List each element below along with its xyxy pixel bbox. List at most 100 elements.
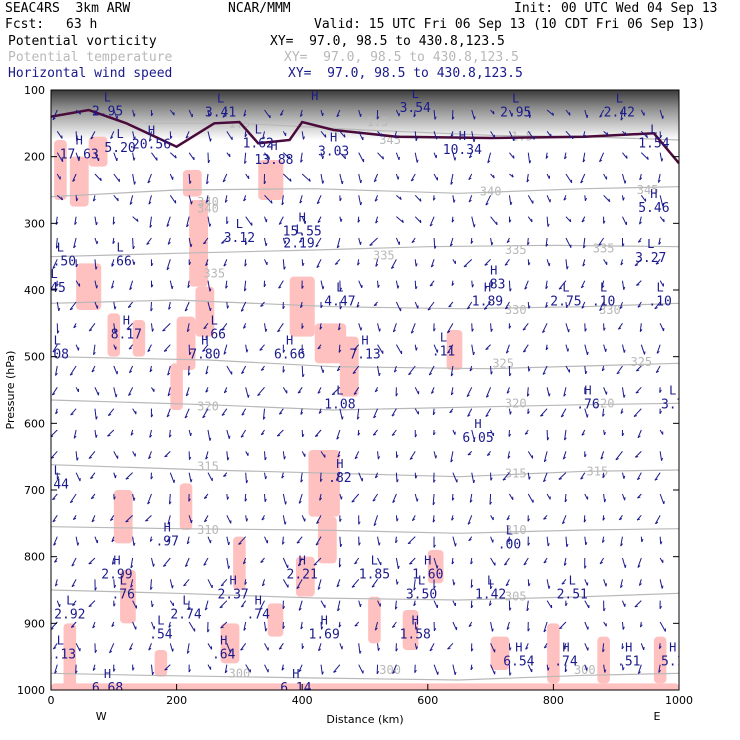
wind-vector (414, 621, 417, 630)
wind-vector-head (380, 133, 383, 137)
wind-vector-head (262, 416, 266, 420)
wind-vector (169, 195, 177, 204)
wind-vector-head (410, 179, 415, 182)
wind-vector (635, 365, 642, 372)
wind-vector (358, 664, 364, 674)
pv-extremum-marker: L (255, 122, 262, 136)
wind-vector (127, 301, 134, 308)
wind-vector-head (622, 626, 625, 630)
wind-vector-head (599, 308, 603, 311)
wind-vector-head (512, 155, 515, 159)
wind-vector (377, 152, 384, 160)
wind-vector (414, 301, 419, 309)
wind-vector (377, 323, 381, 332)
wind-vector-head (584, 454, 587, 458)
wind-vector-head (133, 113, 136, 117)
pv-extremum-value: 5.20 (104, 141, 135, 156)
wind-vector (188, 237, 192, 248)
wind-vector-head (54, 670, 58, 674)
wind-vector-head (432, 502, 436, 506)
wind-vector (188, 600, 190, 610)
wind-vector (377, 451, 379, 460)
wind-vector-head (470, 584, 474, 588)
wind-vector-head (622, 197, 625, 201)
wind-vector-head (186, 541, 190, 545)
wind-vector (396, 194, 402, 200)
wind-vector-head (324, 134, 327, 138)
wind-vector (207, 472, 213, 482)
pv-extremum-value: 2.42 (604, 106, 635, 121)
wind-vector-head (373, 433, 377, 436)
wind-vector (559, 621, 567, 630)
wind-vector (282, 259, 285, 270)
wind-vector (282, 557, 289, 569)
pv-extremum-value: 6.68 (92, 681, 123, 696)
wind-vector-head (409, 562, 413, 565)
pv-extremum-value: .97 (155, 534, 178, 549)
wind-vector-head (547, 437, 550, 441)
pv-extremum-marker: H (515, 640, 522, 654)
wind-vector (622, 600, 626, 607)
wind-vector-head (61, 197, 64, 201)
wind-vector-head (224, 670, 228, 674)
wind-vector-head (300, 626, 304, 630)
wind-vector (558, 472, 567, 480)
wind-vector (564, 493, 567, 503)
wind-vector-head (322, 155, 324, 159)
wind-vector-head (277, 434, 281, 437)
wind-vector-head (659, 389, 662, 393)
wind-vector (129, 643, 134, 651)
wind-vector-head (394, 135, 398, 138)
wind-vector-head (528, 583, 531, 587)
wind-vector-head (296, 586, 300, 589)
wind-vector (638, 579, 642, 586)
wind-vector (282, 493, 287, 505)
wind-vector-head (238, 542, 242, 545)
y-tick-label: 400 (24, 284, 45, 297)
y-tick-label: 1000 (17, 684, 45, 697)
wind-vector (509, 152, 515, 159)
wind-vector-head (618, 327, 622, 330)
wind-vector (358, 109, 362, 117)
wind-vector-head (221, 242, 225, 244)
wind-vector-head (168, 306, 171, 310)
wind-vector (640, 152, 649, 160)
wind-vector-head (244, 160, 247, 164)
pv-shade-region (154, 650, 168, 677)
wind-vector (377, 344, 384, 354)
wind-vector-head (377, 284, 380, 288)
wind-vector (502, 472, 510, 481)
wind-vector-head (468, 177, 472, 181)
wind-vector-head (434, 116, 437, 120)
wind-vector (490, 216, 498, 226)
wind-vector (603, 344, 607, 352)
wind-vector (245, 387, 249, 398)
wind-vector (188, 152, 195, 161)
wind-vector (206, 173, 209, 185)
pv-extremum-value: 1.69 (309, 628, 340, 643)
wind-vector-head (90, 497, 95, 500)
wind-vector-head (377, 647, 380, 651)
wind-vector-head (373, 304, 378, 307)
wind-vector (427, 301, 435, 311)
wind-vector (148, 195, 152, 205)
wind-vector-head (166, 224, 170, 227)
wind-vector-head (125, 520, 129, 523)
wind-vector (546, 131, 552, 138)
wind-vector-head (624, 132, 627, 136)
wind-vector (338, 344, 341, 353)
wind-vector-head (244, 498, 248, 502)
wind-vector-head (397, 176, 400, 180)
wind-vector (56, 131, 63, 139)
wind-vector-head (428, 372, 433, 376)
wind-vector (132, 621, 137, 630)
x-axis-title: Distance (km) (326, 713, 403, 726)
wind-vector-head (300, 411, 304, 415)
wind-vector-head (491, 242, 494, 246)
wind-vector (162, 322, 171, 332)
wind-vector (395, 557, 399, 569)
wind-vector-head (225, 285, 228, 289)
wind-vector (113, 365, 118, 375)
wind-vector (167, 387, 171, 397)
theta-contour-label: 325 (630, 355, 652, 369)
